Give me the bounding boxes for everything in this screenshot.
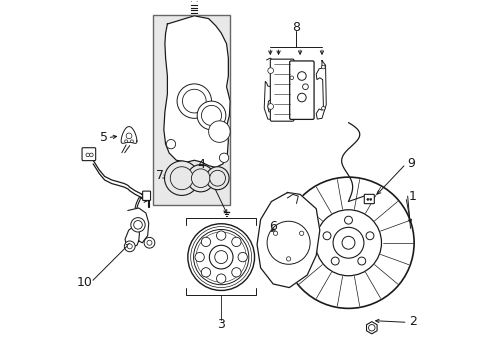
- Text: 5: 5: [99, 131, 107, 144]
- Circle shape: [282, 177, 413, 309]
- Polygon shape: [257, 193, 319, 288]
- FancyBboxPatch shape: [82, 148, 96, 161]
- Circle shape: [266, 221, 309, 264]
- Text: 10: 10: [76, 276, 92, 289]
- Circle shape: [267, 68, 273, 73]
- Circle shape: [299, 231, 303, 235]
- Polygon shape: [163, 16, 230, 167]
- Circle shape: [89, 153, 93, 157]
- Circle shape: [195, 252, 204, 262]
- Circle shape: [206, 167, 228, 190]
- Circle shape: [369, 198, 371, 201]
- Circle shape: [302, 84, 308, 90]
- Circle shape: [216, 231, 225, 240]
- Circle shape: [127, 244, 132, 249]
- Circle shape: [187, 165, 214, 192]
- Circle shape: [201, 237, 210, 247]
- Circle shape: [124, 241, 135, 252]
- Circle shape: [191, 169, 210, 188]
- Text: 6: 6: [269, 220, 277, 233]
- Circle shape: [182, 89, 206, 113]
- Circle shape: [197, 101, 225, 130]
- Circle shape: [286, 257, 290, 261]
- Circle shape: [321, 107, 325, 110]
- Circle shape: [201, 105, 221, 126]
- Circle shape: [208, 121, 230, 142]
- Circle shape: [289, 76, 293, 80]
- Circle shape: [177, 84, 211, 118]
- Text: 4: 4: [197, 158, 204, 171]
- Text: 7: 7: [156, 169, 163, 182]
- Circle shape: [323, 232, 330, 240]
- Circle shape: [332, 227, 363, 258]
- Circle shape: [86, 153, 89, 157]
- Text: 9: 9: [407, 157, 415, 170]
- Circle shape: [238, 252, 247, 262]
- Circle shape: [164, 161, 199, 195]
- Circle shape: [133, 221, 142, 229]
- Text: 3: 3: [217, 318, 224, 331]
- Circle shape: [144, 237, 155, 248]
- Circle shape: [170, 167, 193, 190]
- FancyBboxPatch shape: [270, 59, 293, 121]
- Circle shape: [297, 72, 305, 80]
- Circle shape: [187, 224, 254, 291]
- Circle shape: [341, 236, 354, 249]
- FancyBboxPatch shape: [364, 194, 373, 204]
- Circle shape: [344, 216, 352, 224]
- FancyBboxPatch shape: [289, 61, 313, 120]
- Polygon shape: [287, 194, 298, 203]
- Circle shape: [124, 140, 127, 143]
- Circle shape: [267, 104, 273, 109]
- Circle shape: [273, 231, 277, 235]
- Circle shape: [219, 153, 228, 162]
- Polygon shape: [121, 127, 137, 143]
- Text: 1: 1: [408, 190, 416, 203]
- Circle shape: [216, 274, 225, 283]
- Circle shape: [357, 257, 365, 265]
- Circle shape: [330, 257, 339, 265]
- Circle shape: [166, 139, 175, 149]
- Circle shape: [214, 251, 227, 264]
- Polygon shape: [316, 60, 325, 119]
- Circle shape: [209, 245, 233, 269]
- Circle shape: [297, 93, 305, 102]
- FancyBboxPatch shape: [142, 191, 150, 201]
- Polygon shape: [366, 321, 376, 334]
- Polygon shape: [125, 208, 148, 247]
- Circle shape: [209, 170, 225, 186]
- Text: 8: 8: [291, 21, 300, 34]
- Circle shape: [126, 133, 132, 139]
- Circle shape: [321, 65, 325, 69]
- Circle shape: [368, 324, 374, 331]
- Circle shape: [201, 267, 210, 277]
- Bar: [153, 15, 230, 205]
- Circle shape: [366, 232, 373, 240]
- Circle shape: [131, 218, 145, 232]
- Circle shape: [231, 267, 241, 277]
- Circle shape: [193, 229, 248, 285]
- Circle shape: [231, 237, 241, 247]
- Circle shape: [315, 210, 381, 276]
- Polygon shape: [264, 58, 274, 120]
- Circle shape: [147, 240, 152, 245]
- Circle shape: [366, 198, 368, 201]
- Text: 2: 2: [408, 315, 416, 328]
- Circle shape: [130, 140, 133, 143]
